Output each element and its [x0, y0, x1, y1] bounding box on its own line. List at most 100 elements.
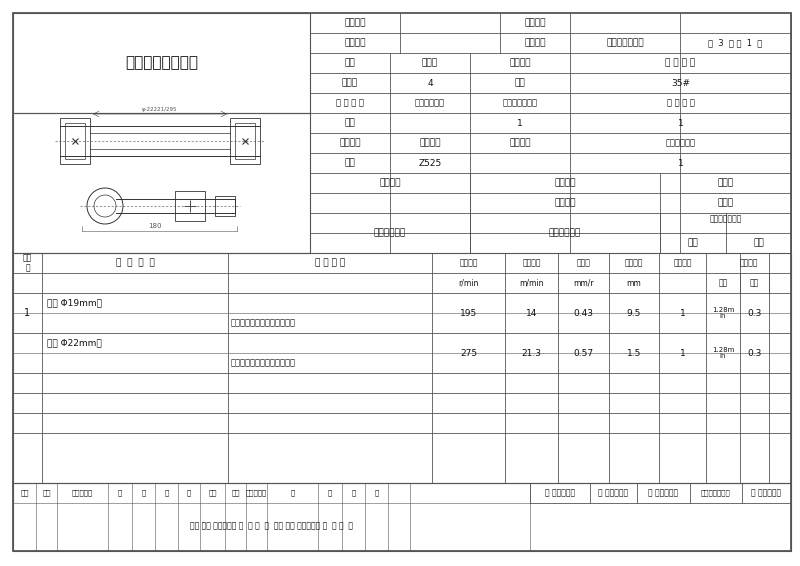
- Text: 同时加工件数: 同时加工件数: [666, 139, 695, 148]
- Text: 切削液: 切削液: [718, 178, 734, 187]
- Text: 毛坯外形尺寸: 毛坯外形尺寸: [415, 98, 445, 108]
- Text: 处数: 处数: [231, 490, 240, 496]
- Text: 零件名称: 零件名称: [524, 38, 546, 48]
- Text: 车间: 车间: [345, 58, 355, 67]
- Text: 签: 签: [290, 490, 294, 496]
- Text: 辅助: 辅助: [750, 278, 759, 288]
- Text: 钻扩: 钻扩: [514, 79, 526, 88]
- Text: 零件图号: 零件图号: [524, 19, 546, 28]
- Text: 1: 1: [680, 308, 686, 318]
- Bar: [215, 196, 235, 216]
- Text: 校 对（日期）: 校 对（日期）: [598, 488, 629, 498]
- Text: 进给次数: 进给次数: [674, 259, 692, 268]
- Text: 4: 4: [427, 79, 433, 88]
- Text: 产品名称: 产品名称: [344, 38, 366, 48]
- Text: 专用夹具，麻花钻，游标卡尺: 专用夹具，麻花钻，游标卡尺: [231, 319, 296, 328]
- Bar: [60, 118, 90, 164]
- Bar: [13, 13, 310, 113]
- Text: 审 核（日期）: 审 核（日期）: [649, 488, 678, 498]
- Text: 机加工: 机加工: [342, 79, 358, 88]
- Text: 锻造: 锻造: [345, 118, 355, 127]
- Text: 签: 签: [118, 490, 122, 496]
- Text: 夹具编号: 夹具编号: [379, 178, 401, 187]
- Text: 处数: 处数: [42, 490, 50, 496]
- Text: 会 签（日期）: 会 签（日期）: [751, 488, 782, 498]
- Text: 1: 1: [680, 349, 686, 358]
- Text: 专用夹具，扩孔钻，游标卡尺: 专用夹具，扩孔钻，游标卡尺: [231, 358, 296, 367]
- Text: 标记 处数 更改文件号 签  字 日  期  标记 处数 更改文件号 签  字 日  期: 标记 处数 更改文件号 签 字 日 期 标记 处数 更改文件号 签 字 日 期: [190, 521, 353, 530]
- Text: 更改文件号: 更改文件号: [246, 490, 267, 496]
- Text: 1.28m
in: 1.28m in: [712, 346, 734, 359]
- Text: 机械加工工序卡片: 机械加工工序卡片: [125, 55, 198, 71]
- Text: 每毛坯可制件数: 每毛坯可制件数: [502, 98, 538, 108]
- Text: 专用夹具: 专用夹具: [554, 199, 576, 208]
- Text: 35#: 35#: [671, 79, 690, 88]
- Text: 标记: 标记: [20, 490, 29, 496]
- Bar: [13, 483, 791, 551]
- Text: 0.3: 0.3: [747, 308, 762, 318]
- Text: 设备编号: 设备编号: [510, 139, 530, 148]
- Text: 设备名称: 设备名称: [339, 139, 361, 148]
- Text: m/min: m/min: [519, 278, 544, 288]
- Text: 期: 期: [187, 490, 191, 496]
- Text: 扩孔 Φ22mm；: 扩孔 Φ22mm；: [47, 338, 102, 348]
- Text: 工序名称: 工序名称: [510, 58, 530, 67]
- Text: 工 艺 装 备: 工 艺 装 备: [315, 259, 345, 268]
- Text: 切削速度: 切削速度: [522, 259, 541, 268]
- Text: 1: 1: [25, 308, 30, 318]
- Text: 机动: 机动: [718, 278, 728, 288]
- Text: 0.57: 0.57: [574, 349, 594, 358]
- Text: 21.3: 21.3: [522, 349, 542, 358]
- Text: 日: 日: [164, 490, 169, 496]
- Text: 设 计（日期）: 设 计（日期）: [545, 488, 575, 498]
- Text: 工序工时（分）: 工序工时（分）: [710, 215, 742, 224]
- Text: 产品型号: 产品型号: [344, 19, 366, 28]
- Text: r/min: r/min: [458, 278, 478, 288]
- Text: 夹具名称: 夹具名称: [554, 178, 576, 187]
- Text: 1: 1: [678, 118, 683, 127]
- Text: 乳化液: 乳化液: [718, 199, 734, 208]
- Bar: [13, 253, 791, 483]
- Text: 14: 14: [526, 308, 537, 318]
- Text: 字: 字: [328, 490, 332, 496]
- Text: 钻床: 钻床: [345, 158, 355, 168]
- Text: 工位器具编号: 工位器具编号: [374, 229, 406, 238]
- Text: 标记: 标记: [208, 490, 217, 496]
- Text: 前钢板弹簧吊环: 前钢板弹簧吊环: [606, 38, 644, 48]
- Text: 工位器具名称: 工位器具名称: [549, 229, 581, 238]
- Text: 更改文件号: 更改文件号: [72, 490, 93, 496]
- Text: φ-22221/295: φ-22221/295: [142, 106, 178, 112]
- Text: 期: 期: [374, 490, 378, 496]
- Bar: [230, 118, 260, 164]
- Text: mm/r: mm/r: [573, 278, 594, 288]
- Text: 每 台 件 数: 每 台 件 数: [666, 98, 694, 108]
- Text: mm: mm: [626, 278, 642, 288]
- Text: 工  步  内  容: 工 步 内 容: [116, 259, 154, 268]
- Text: 工步工时: 工步工时: [739, 259, 758, 268]
- Text: 工步
号: 工步 号: [23, 254, 32, 273]
- Text: 单件: 单件: [753, 238, 764, 247]
- Text: Z525: Z525: [418, 158, 442, 168]
- Text: 工序号: 工序号: [422, 58, 438, 67]
- Text: 标准化（日期）: 标准化（日期）: [701, 490, 731, 496]
- Text: 钻孔 Φ19mm；: 钻孔 Φ19mm；: [47, 298, 102, 307]
- Text: 毛 坯 种 类: 毛 坯 种 类: [336, 98, 364, 108]
- Text: 1.5: 1.5: [627, 349, 641, 358]
- Text: 195: 195: [460, 308, 477, 318]
- Text: 0.43: 0.43: [574, 308, 594, 318]
- Text: 切削深度: 切削深度: [625, 259, 643, 268]
- Bar: [175, 191, 205, 221]
- Text: 设备型号: 设备型号: [419, 139, 441, 148]
- Text: 共  3  页 第  1  页: 共 3 页 第 1 页: [708, 38, 762, 48]
- Text: 275: 275: [460, 349, 477, 358]
- Text: 9.5: 9.5: [627, 308, 641, 318]
- Bar: [13, 113, 310, 253]
- Text: 进给量: 进给量: [577, 259, 590, 268]
- Text: 主轴转速: 主轴转速: [459, 259, 478, 268]
- Bar: [65, 123, 85, 159]
- Text: 1: 1: [517, 118, 523, 127]
- Text: 字: 字: [142, 490, 146, 496]
- Text: 180: 180: [148, 223, 162, 229]
- Text: 1: 1: [678, 158, 683, 168]
- Text: 准终: 准终: [688, 238, 698, 247]
